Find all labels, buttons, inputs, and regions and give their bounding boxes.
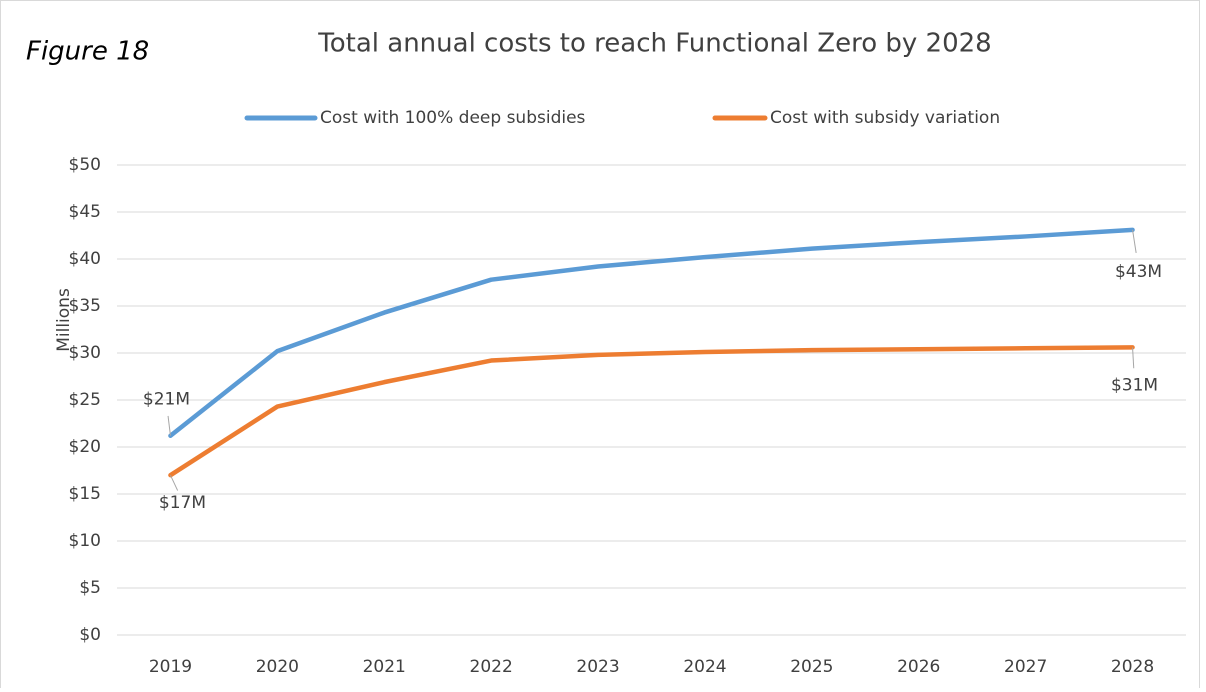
y-axis-label: Millions	[54, 288, 74, 352]
y-tick-label: $45	[69, 202, 101, 222]
leader-line	[167, 415, 171, 436]
y-tick-label: $0	[79, 625, 101, 645]
legend-label: Cost with 100% deep subsidies	[320, 108, 586, 128]
x-tick-label: 2021	[363, 657, 406, 677]
x-tick-label: 2023	[576, 657, 619, 677]
series-line	[168, 345, 1135, 478]
data-label: $43M	[1115, 262, 1162, 282]
series-line	[168, 227, 1135, 438]
chart-title: Total annual costs to reach Functional Z…	[317, 29, 991, 59]
x-tick-label: 2019	[149, 657, 192, 677]
data-label: $31M	[1111, 375, 1158, 395]
x-tick-label: 2027	[1004, 657, 1047, 677]
y-tick-label: $10	[69, 531, 101, 551]
y-tick-label: $15	[69, 484, 101, 504]
figure-label: Figure 18	[26, 37, 149, 67]
x-tick-label: 2026	[897, 657, 940, 677]
y-tick-label: $30	[69, 343, 101, 363]
x-tick-label: 2025	[790, 657, 833, 677]
leader-line	[1132, 229, 1137, 254]
y-tick-label: $20	[69, 437, 101, 457]
x-tick-label: 2028	[1111, 657, 1154, 677]
data-label: $17M	[159, 493, 206, 513]
y-tick-label: $25	[69, 390, 101, 410]
y-tick-label: $40	[69, 249, 101, 269]
y-tick-label: $5	[79, 578, 101, 598]
leader-line	[1132, 347, 1135, 369]
legend-label: Cost with subsidy variation	[770, 108, 1000, 128]
leader-line	[169, 474, 179, 491]
x-tick-label: 2020	[256, 657, 299, 677]
x-tick-label: 2022	[470, 657, 513, 677]
y-tick-label: $35	[69, 296, 101, 316]
data-label: $21M	[143, 390, 190, 410]
y-tick-label: $50	[69, 155, 101, 175]
x-tick-label: 2024	[683, 657, 726, 677]
